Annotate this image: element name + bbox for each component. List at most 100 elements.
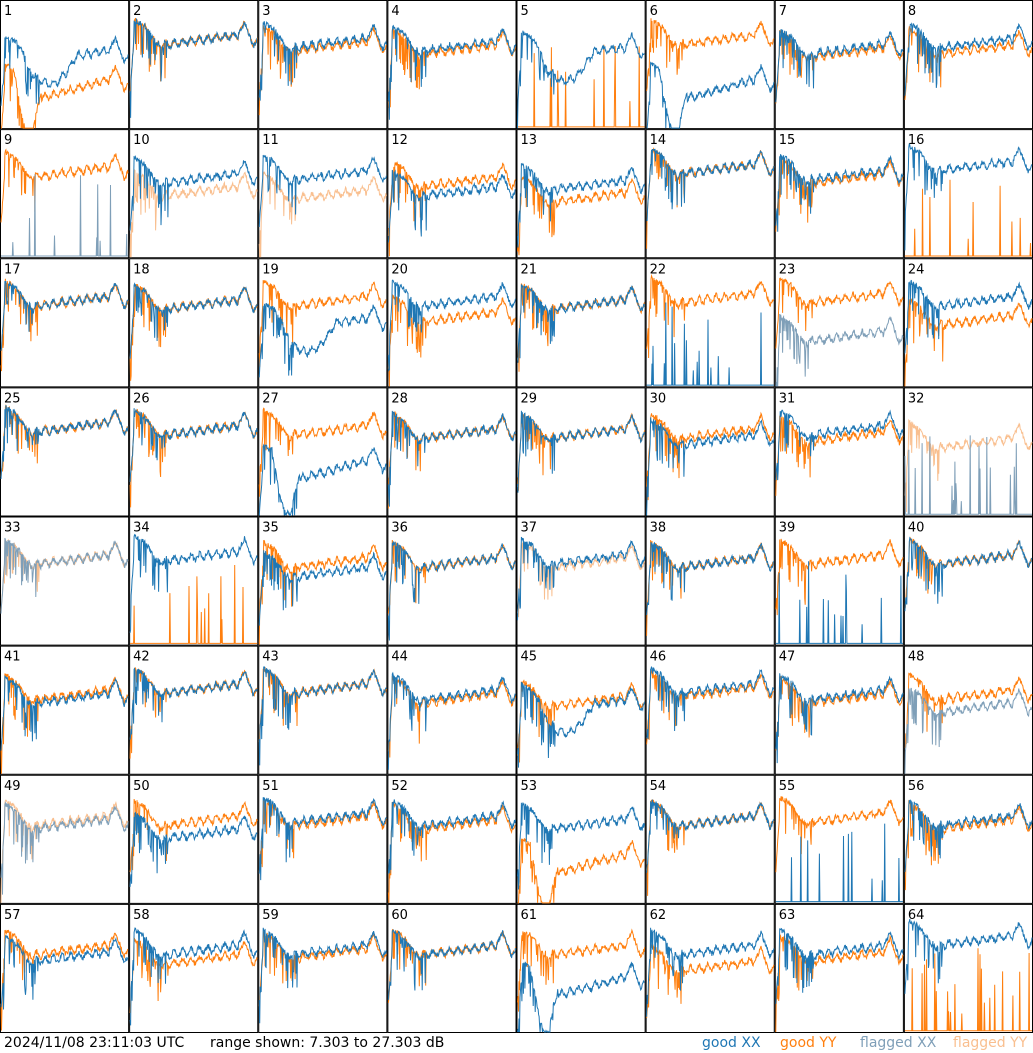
- panel-frame: [258, 258, 388, 388]
- panel-frame: [645, 516, 775, 646]
- series-good-xx-ant-47: [775, 673, 904, 764]
- series-good-xx-ant-20: [387, 279, 516, 372]
- series-good-yy-ant-51: [258, 799, 387, 872]
- panel-frame: [387, 129, 517, 259]
- panel-frame: [645, 129, 775, 259]
- panel-frame: [0, 0, 130, 130]
- antenna-panel-30: 30: [645, 387, 775, 517]
- panel-frame: [387, 387, 517, 517]
- panel-frame: [387, 774, 517, 904]
- series-good-xx-ant-26: [129, 408, 258, 482]
- series-good-xx-ant-11: [258, 154, 387, 228]
- antenna-panel-19: 19: [258, 258, 388, 388]
- panel-frame: [516, 645, 646, 775]
- panel-frame: [516, 0, 646, 130]
- series-good-yy-ant-23: [775, 277, 904, 349]
- antenna-panel-59: 59: [258, 903, 388, 1033]
- series-good-xx-ant-18: [129, 282, 258, 359]
- panel-frame: [903, 129, 1033, 259]
- series-good-xx-ant-40: [904, 536, 1033, 612]
- series-good-xx-ant-12: [387, 169, 516, 243]
- antenna-panel-36: 36: [387, 516, 517, 646]
- panel-frame: [903, 387, 1033, 517]
- series-good-yy-ant-27: [258, 407, 387, 497]
- series-good-xx-ant-25: [0, 405, 129, 480]
- antenna-label: 13: [521, 133, 538, 148]
- series-good-yy-ant-42: [129, 667, 258, 759]
- series-good-xx-ant-51: [258, 797, 387, 881]
- antenna-label: 47: [779, 650, 796, 665]
- antenna-panel-58: 58: [129, 903, 259, 1033]
- series-good-xx-ant-17: [0, 280, 129, 351]
- series-good-xx-ant-42: [129, 667, 258, 740]
- antenna-panel-10: 10: [129, 129, 259, 259]
- antenna-label: 29: [521, 391, 538, 406]
- series-flagged-yy-ant-10: [129, 168, 258, 258]
- series-flagged-xx-ant-48: [904, 687, 1033, 774]
- antenna-panel-49: 49: [0, 774, 130, 904]
- antenna-panel-50: 50: [129, 774, 259, 904]
- series-flagged-xx-ant-9: [1, 174, 129, 257]
- panel-frame: [258, 387, 388, 517]
- series-good-xx-ant-24: [904, 279, 1033, 354]
- range-label: range shown: 7.303 to 27.303 dB: [210, 1035, 445, 1051]
- antenna-panel-20: 20: [387, 258, 517, 388]
- legend-flagged-yy: flagged YY: [953, 1035, 1028, 1051]
- antenna-panel-61: 61: [516, 903, 646, 1033]
- antenna-label: 45: [521, 650, 538, 665]
- antenna-panel-17: 17: [0, 258, 130, 388]
- series-good-yy-ant-13: [517, 176, 645, 256]
- antenna-label: 21: [521, 262, 538, 277]
- antenna-label: 51: [262, 779, 279, 794]
- antenna-panel-5: 5: [516, 0, 646, 130]
- panel-frame: [645, 387, 775, 517]
- antenna-panel-15: 15: [774, 129, 904, 259]
- series-good-yy-ant-39: [775, 538, 904, 616]
- antenna-label: 15: [779, 133, 796, 148]
- antenna-label: 59: [262, 908, 279, 923]
- antenna-panel-41: 41: [0, 645, 130, 775]
- antenna-panel-32: 32: [903, 387, 1033, 517]
- antenna-panel-35: 35: [258, 516, 388, 646]
- antenna-panel-11: 11: [258, 129, 388, 259]
- antenna-panel-34: 34: [129, 516, 259, 646]
- panel-frame: [129, 0, 259, 130]
- antenna-panel-28: 28: [387, 387, 517, 517]
- antenna-label: 37: [521, 521, 538, 536]
- antenna-panel-52: 52: [387, 774, 517, 904]
- antenna-label: 52: [391, 779, 408, 794]
- series-good-xx-ant-27: [258, 443, 387, 516]
- antenna-label: 31: [779, 391, 796, 406]
- antenna-label: 18: [133, 262, 150, 277]
- antenna-label: 11: [262, 133, 279, 148]
- antenna-label: 2: [133, 4, 141, 19]
- antenna-panel-40: 40: [903, 516, 1033, 646]
- series-good-xx-ant-55: [775, 823, 903, 903]
- series-good-xx-ant-30: [646, 417, 775, 516]
- antenna-label: 40: [908, 521, 925, 536]
- antenna-label: 5: [521, 4, 529, 19]
- series-good-xx-ant-1: [0, 34, 129, 106]
- antenna-label: 17: [4, 262, 21, 277]
- panel-frame: [903, 0, 1033, 130]
- series-good-xx-ant-7: [775, 28, 904, 103]
- antenna-label: 48: [908, 650, 925, 665]
- series-flagged-xx-ant-49: [0, 801, 129, 895]
- antenna-label: 63: [779, 908, 796, 923]
- antenna-panel-31: 31: [774, 387, 904, 517]
- series-flagged-xx-ant-33: [0, 537, 129, 614]
- panel-frame: [774, 774, 904, 904]
- panel-frame: [645, 903, 775, 1033]
- antenna-panel-3: 3: [258, 0, 388, 130]
- panel-frame: [258, 903, 388, 1033]
- series-good-xx-ant-22: [646, 302, 774, 386]
- series-good-xx-ant-52: [387, 799, 516, 874]
- series-good-yy-ant-8: [904, 25, 1033, 101]
- antenna-panel-25: 25: [0, 387, 130, 517]
- antenna-panel-43: 43: [258, 645, 388, 775]
- series-good-yy-ant-56: [904, 799, 1033, 891]
- antenna-panel-42: 42: [129, 645, 259, 775]
- panel-frame: [516, 129, 646, 259]
- series-good-xx-ant-13: [517, 162, 646, 248]
- series-good-yy-ant-55: [775, 796, 904, 873]
